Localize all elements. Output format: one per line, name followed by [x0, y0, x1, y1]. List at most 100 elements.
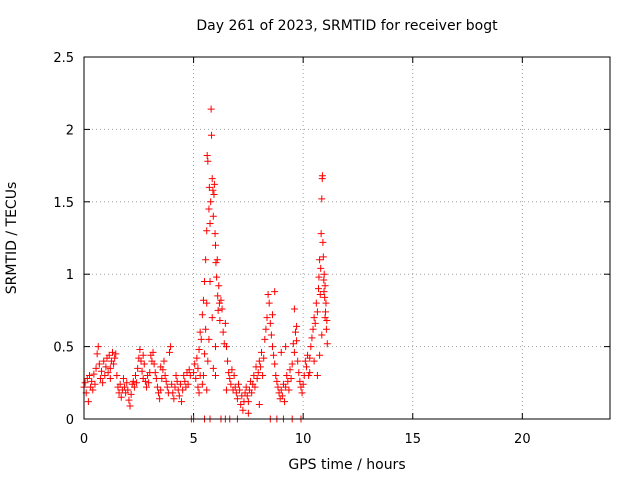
data-point — [112, 350, 120, 358]
data-point — [321, 314, 329, 322]
data-point — [266, 319, 274, 327]
data-point — [310, 314, 318, 322]
data-point — [288, 360, 296, 368]
data-point — [129, 377, 137, 385]
data-point — [115, 389, 123, 397]
data-point — [206, 220, 214, 228]
data-point — [312, 299, 320, 307]
data-point — [203, 299, 211, 307]
data-point — [130, 383, 138, 391]
y-tick-label: 2 — [66, 123, 74, 138]
data-point — [213, 273, 221, 281]
data-point — [315, 285, 323, 293]
data-point — [195, 389, 203, 397]
data-point — [138, 367, 146, 375]
data-point — [281, 398, 289, 406]
data-point — [263, 314, 271, 322]
data-point — [291, 328, 299, 336]
data-point — [127, 390, 135, 398]
data-point — [170, 395, 178, 403]
data-point — [217, 296, 225, 304]
data-point — [184, 380, 192, 388]
data-point — [92, 364, 100, 372]
data-point — [273, 377, 281, 385]
data-point — [209, 364, 217, 372]
data-point — [214, 292, 222, 300]
data-point — [228, 366, 236, 374]
data-point — [202, 325, 210, 333]
data-point — [258, 348, 266, 356]
data-point — [242, 383, 250, 391]
data-point — [307, 343, 315, 351]
data-point — [205, 335, 213, 343]
grid-lines — [84, 57, 610, 419]
y-tick-label: 0 — [66, 413, 74, 428]
data-point — [149, 348, 157, 356]
data-point — [317, 264, 325, 272]
data-point — [194, 364, 202, 372]
data-point — [100, 357, 108, 365]
data-point — [125, 396, 133, 404]
data-point — [206, 277, 214, 285]
data-points — [80, 105, 331, 423]
data-point — [101, 372, 109, 380]
data-point — [222, 343, 230, 351]
data-point — [175, 392, 183, 400]
data-point — [156, 395, 164, 403]
data-point — [215, 299, 223, 307]
data-point — [321, 282, 329, 290]
data-point — [185, 366, 193, 374]
data-point — [306, 369, 314, 377]
data-point — [99, 379, 107, 387]
data-point — [84, 398, 92, 406]
data-point — [225, 369, 233, 377]
data-point — [198, 311, 206, 319]
data-point — [224, 357, 232, 365]
data-point — [93, 350, 101, 358]
data-point — [163, 383, 171, 391]
data-point — [219, 328, 227, 336]
data-point — [137, 357, 145, 365]
data-point — [181, 377, 189, 385]
data-point — [251, 383, 259, 391]
data-point — [126, 402, 134, 410]
data-point — [320, 270, 328, 278]
data-point — [236, 386, 244, 394]
data-point — [113, 372, 121, 380]
data-point — [319, 238, 327, 246]
data-point — [212, 343, 219, 351]
data-point — [116, 380, 124, 388]
data-point — [293, 337, 301, 345]
data-point — [290, 305, 298, 313]
data-point — [306, 354, 314, 362]
data-point — [196, 372, 204, 380]
data-point — [256, 363, 264, 371]
data-point — [167, 343, 175, 351]
data-point — [123, 379, 131, 387]
data-point — [244, 398, 252, 406]
data-point — [204, 357, 212, 365]
x-tick-label: 20 — [514, 432, 531, 447]
data-point — [212, 241, 219, 249]
data-point — [203, 227, 211, 235]
data-point — [134, 364, 142, 372]
axis-ticks: 0 0.5 1 1.5 2 2.5 0 5 10 15 20 — [53, 51, 610, 447]
data-point — [215, 282, 223, 290]
data-point — [214, 306, 222, 314]
data-point — [203, 386, 211, 394]
data-point — [191, 360, 199, 368]
data-point — [261, 335, 269, 343]
data-point — [231, 383, 239, 391]
data-point — [305, 372, 313, 380]
data-point — [313, 372, 321, 380]
data-point — [310, 357, 318, 365]
data-point — [105, 351, 113, 359]
data-point — [248, 389, 256, 397]
data-point — [271, 360, 279, 368]
plot-frame — [83, 56, 611, 420]
data-point — [322, 299, 330, 307]
data-point — [226, 374, 234, 382]
data-point — [153, 383, 161, 391]
data-point — [124, 386, 132, 394]
